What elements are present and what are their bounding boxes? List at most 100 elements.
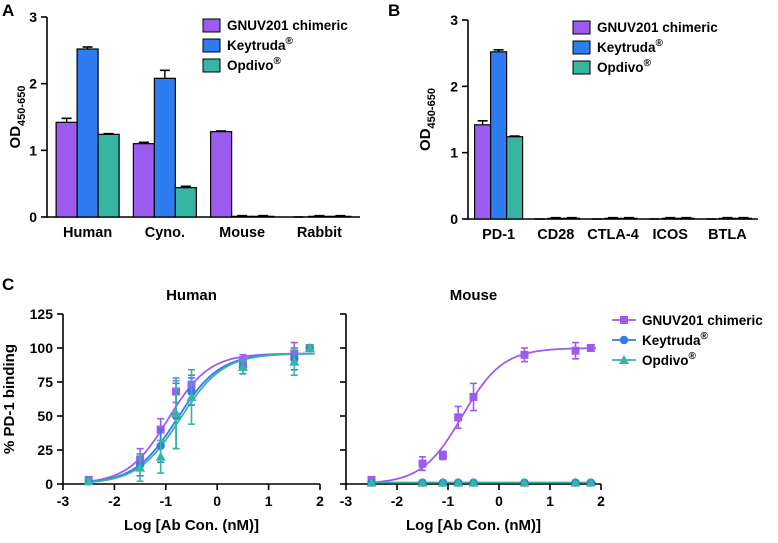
x-tick-label: -1 <box>160 493 173 509</box>
y-axis-title-text: OD <box>417 128 434 151</box>
panel-label-c: C <box>2 275 14 294</box>
legend-entry-text: Keytruda <box>642 333 701 348</box>
legend-entry-sup: ® <box>286 36 294 47</box>
legend-entry: Keytruda® <box>642 331 709 348</box>
x-category-label: BTLA <box>708 227 747 243</box>
x-category-label: PD-1 <box>482 227 515 243</box>
y-axis-title-sub: 450-650 <box>426 88 438 128</box>
legend-entry-sup: ® <box>274 56 282 67</box>
x-category-label: Cyno. <box>145 225 185 241</box>
fit-curve-1 <box>88 352 315 483</box>
y-axis-title: OD450-650 <box>417 88 438 151</box>
y-tick-label: 3 <box>29 9 37 25</box>
bar-pd1-2 <box>506 136 524 220</box>
x-tick-label: -3 <box>340 493 353 509</box>
panel-label-b: B <box>388 1 400 20</box>
bar-human-1 <box>76 48 99 218</box>
chart-title: Mouse <box>450 287 498 304</box>
legend-entry-text: Opdivo <box>597 60 644 75</box>
legend-entry: Opdivo® <box>642 351 697 368</box>
marker-triangle <box>468 477 479 487</box>
bar-cyno-2 <box>174 187 197 218</box>
y-tick-label: 50 <box>37 408 53 424</box>
panel-label-a: A <box>2 1 14 20</box>
fit-curve-2 <box>88 352 315 484</box>
legend-entry: GNUV201 chimeric <box>642 313 763 328</box>
x-category-label: ICOS <box>652 227 688 243</box>
y-tick-label: 3 <box>450 12 458 28</box>
x-category-label: CD28 <box>537 227 574 243</box>
bar-cyno-0 <box>132 143 155 218</box>
marker-triangle <box>237 362 248 372</box>
marker-square <box>571 346 580 355</box>
marker-triangle <box>186 391 197 401</box>
legend-swatch <box>202 38 221 53</box>
legend-entry-sup: ® <box>644 58 652 69</box>
x-axis-title: Log [Ab Con. (nM)] <box>124 517 259 534</box>
bar-mouse-0 <box>210 131 233 218</box>
legend-swatch <box>202 58 221 73</box>
x-tick-label: -2 <box>391 493 404 509</box>
marker-triangle <box>453 477 464 487</box>
y-axis-title: % PD-1 binding <box>1 344 18 454</box>
marker-triangle <box>570 477 581 487</box>
bar-human-2 <box>97 133 120 218</box>
marker-square <box>586 344 595 352</box>
x-tick-label: 0 <box>213 493 221 509</box>
legend-swatch <box>572 20 591 35</box>
legend-entry-sup: ® <box>689 351 697 362</box>
x-tick-label: 1 <box>265 493 273 509</box>
legend-entry-text: GNUV201 chimeric <box>227 18 348 33</box>
x-tick-label: 1 <box>546 493 554 509</box>
bar-chart-b: 0 1 2 3 OD450-650 PD-1 CD28 CTLA-4 ICOS BTLA <box>417 12 758 243</box>
fit-curve-0 <box>371 347 596 484</box>
marker-triangle <box>585 477 596 487</box>
marker-square <box>620 316 628 324</box>
legend-entry-text: Opdivo <box>227 58 274 73</box>
legend-entry: Keytruda® <box>597 38 664 55</box>
legend-entry: Keytruda® <box>227 36 294 53</box>
marker-triangle <box>289 356 300 366</box>
legend-entry-text: Keytruda <box>227 38 286 53</box>
x-category-label: CTLA-4 <box>587 227 639 243</box>
marker-triangle <box>171 408 182 418</box>
marker-triangle <box>519 477 530 487</box>
y-tick-label: 0 <box>29 209 37 225</box>
legend-entry: GNUV201 chimeric <box>597 20 718 35</box>
legend-entry: GNUV201 chimeric <box>227 18 348 33</box>
x-tick-label: -3 <box>57 493 70 509</box>
bar-cyno-1 <box>153 77 176 218</box>
x-category-label: Mouse <box>219 225 265 241</box>
marker-square <box>454 413 463 422</box>
marker-triangle <box>135 462 146 472</box>
x-tick-label: -1 <box>442 493 455 509</box>
y-tick-label: 125 <box>30 306 54 322</box>
x-tick-label: 2 <box>316 493 324 509</box>
bar-pd1-0 <box>474 124 492 220</box>
marker-triangle <box>83 476 94 486</box>
y-tick-label: 2 <box>450 78 458 94</box>
legend-entry-text: GNUV201 chimeric <box>597 20 718 35</box>
y-tick-label: 1 <box>29 142 37 158</box>
legend-swatch <box>202 18 221 33</box>
marker-triangle <box>304 343 315 352</box>
x-tick-label: 2 <box>597 493 605 509</box>
legend-entry: Opdivo® <box>227 56 282 73</box>
x-tick-label: -2 <box>108 493 121 509</box>
legend-entry-sup: ® <box>701 331 709 342</box>
legend-entry-sup: ® <box>656 38 664 49</box>
y-axis-title-sub: 450-650 <box>16 86 28 126</box>
marker-triangle <box>417 477 428 487</box>
marker-square <box>469 392 478 401</box>
y-tick-label: 75 <box>37 374 53 390</box>
bar-pd1-1 <box>490 51 508 220</box>
marker-square <box>520 350 529 359</box>
legend-entry-text: GNUV201 chimeric <box>642 313 763 328</box>
fit-curve-0 <box>88 352 315 483</box>
binding-curve-mouse: Mouse -3 -2 -1 0 1 2 Log [Ab Con. (nM)] <box>340 287 605 534</box>
binding-curve-human: Human -3 -2 -1 0 1 2 0 25 50 75 100 125 Log [Ab Con. … <box>1 287 324 534</box>
